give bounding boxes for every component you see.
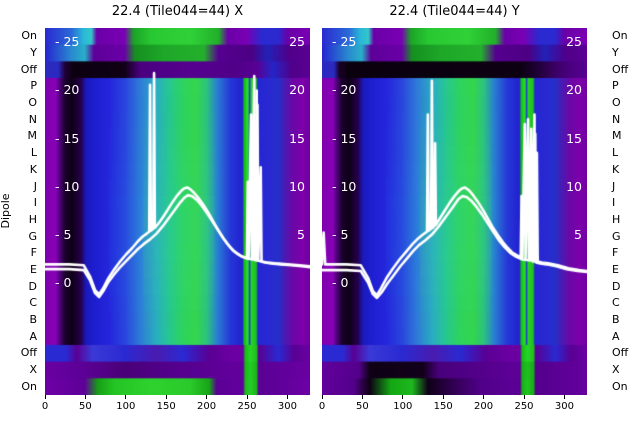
x-tick-label-300: 300 [277,401,297,412]
row-label-left-6-m: M [27,129,38,143]
row-label-left-15-d: D [28,279,37,293]
row-label-right-11-h: H [612,212,621,226]
row-label-right-21-on: On [612,379,628,393]
row-label-left-8-k: K [29,162,37,176]
x-tick-mark-200 [206,395,208,399]
row-label-right-14-e: E [612,262,619,276]
x-tick-label-50: 50 [79,401,92,412]
row-label-right-18-a: A [612,329,620,343]
row-label-left-21-on: On [21,379,37,393]
row-label-right-17-b: B [612,312,620,326]
x-tick-label-200: 200 [474,401,494,412]
x-tick-mark-50 [361,395,363,399]
x-tick-mark-100 [125,395,127,399]
x-tick-mark-50 [84,395,86,399]
panel-y: 22.4 (Tile044=44) Y - 25- 20- 15- 10- 5-… [319,4,587,412]
row-label-right-2-off: Off [612,62,629,76]
x-tick-label-200: 200 [197,401,217,412]
x-tick-mark-150 [165,395,167,399]
row-label-left-0-on: On [21,29,37,43]
row-label-left-9-j: J [33,179,37,193]
row-label-left-1-y: Y [30,46,37,59]
row-label-left-5-n: N [28,112,37,126]
heatmap-canvas-y [322,28,587,395]
row-label-right-4-o: O [612,96,621,110]
x-tick-mark-250 [523,395,525,399]
row-label-right-12-g: G [612,229,621,243]
row-label-left-11-h: H [28,212,37,226]
x-tick-label-250: 250 [237,401,257,412]
row-label-left-12-g: G [28,229,37,243]
row-label-left-10-i: I [33,196,37,210]
row-label-right-7-l: L [612,146,619,160]
row-label-right-5-n: N [612,112,621,126]
row-label-left-13-f: F [30,246,37,260]
x-tick-mark-0 [44,395,46,399]
x-tick-mark-150 [442,395,444,399]
x-tick-label-300: 300 [554,401,574,412]
row-label-right-6-m: M [612,129,622,143]
x-tick-mark-300 [563,395,565,399]
row-label-right-8-k: K [612,162,620,176]
row-label-left-14-e: E [30,262,37,276]
x-tick-label-150: 150 [433,401,453,412]
x-tick-mark-200 [483,395,485,399]
row-label-right-15-d: D [612,279,621,293]
x-tick-label-50: 50 [356,401,369,412]
row-label-left-18-a: A [29,329,37,343]
row-labels-right-column: On Y Off P O N M L K J I H G F E D C B A Off X On [612,0,640,440]
heatmap-canvas-x [45,28,310,395]
row-label-right-1-y: Y [612,46,619,59]
panel-y-title: 22.4 (Tile044=44) Y [389,4,520,19]
x-tick-label-0: 0 [41,401,49,412]
row-label-left-20-x: X [29,363,37,376]
row-label-left-17-b: B [29,312,37,326]
row-label-right-10-i: I [612,196,616,210]
x-tick-mark-0 [321,395,323,399]
row-labels-left-column: On Y Off P O N M L K J I H G F E D C B A Off X On [0,0,41,440]
x-tick-label-100: 100 [393,401,413,412]
x-tick-label-150: 150 [156,401,176,412]
row-label-left-2-off: Off [20,62,37,76]
x-tick-mark-300 [286,395,288,399]
panel-x-title: 22.4 (Tile044=44) X [111,4,244,19]
x-tick-label-250: 250 [514,401,534,412]
row-label-left-4-o: O [28,96,37,110]
x-tick-label-100: 100 [116,401,136,412]
x-tick-mark-250 [246,395,248,399]
panel-x: 22.4 (Tile044=44) X - 25- 20- 15- 10- 5-… [42,4,310,412]
row-label-left-19-off: Off [20,346,37,360]
row-label-right-19-off: Off [612,346,629,360]
row-label-right-20-x: X [612,363,620,376]
x-tick-mark-100 [402,395,404,399]
row-label-right-3-p: P [612,79,619,93]
row-label-left-3-p: P [30,79,37,93]
row-label-left-16-c: C [29,296,37,310]
row-label-left-7-l: L [30,146,37,160]
row-label-right-9-j: J [612,179,616,193]
row-label-right-0-on: On [612,29,628,43]
row-label-right-13-f: F [612,246,619,260]
x-tick-label-0: 0 [318,401,326,412]
row-label-right-16-c: C [612,296,620,310]
